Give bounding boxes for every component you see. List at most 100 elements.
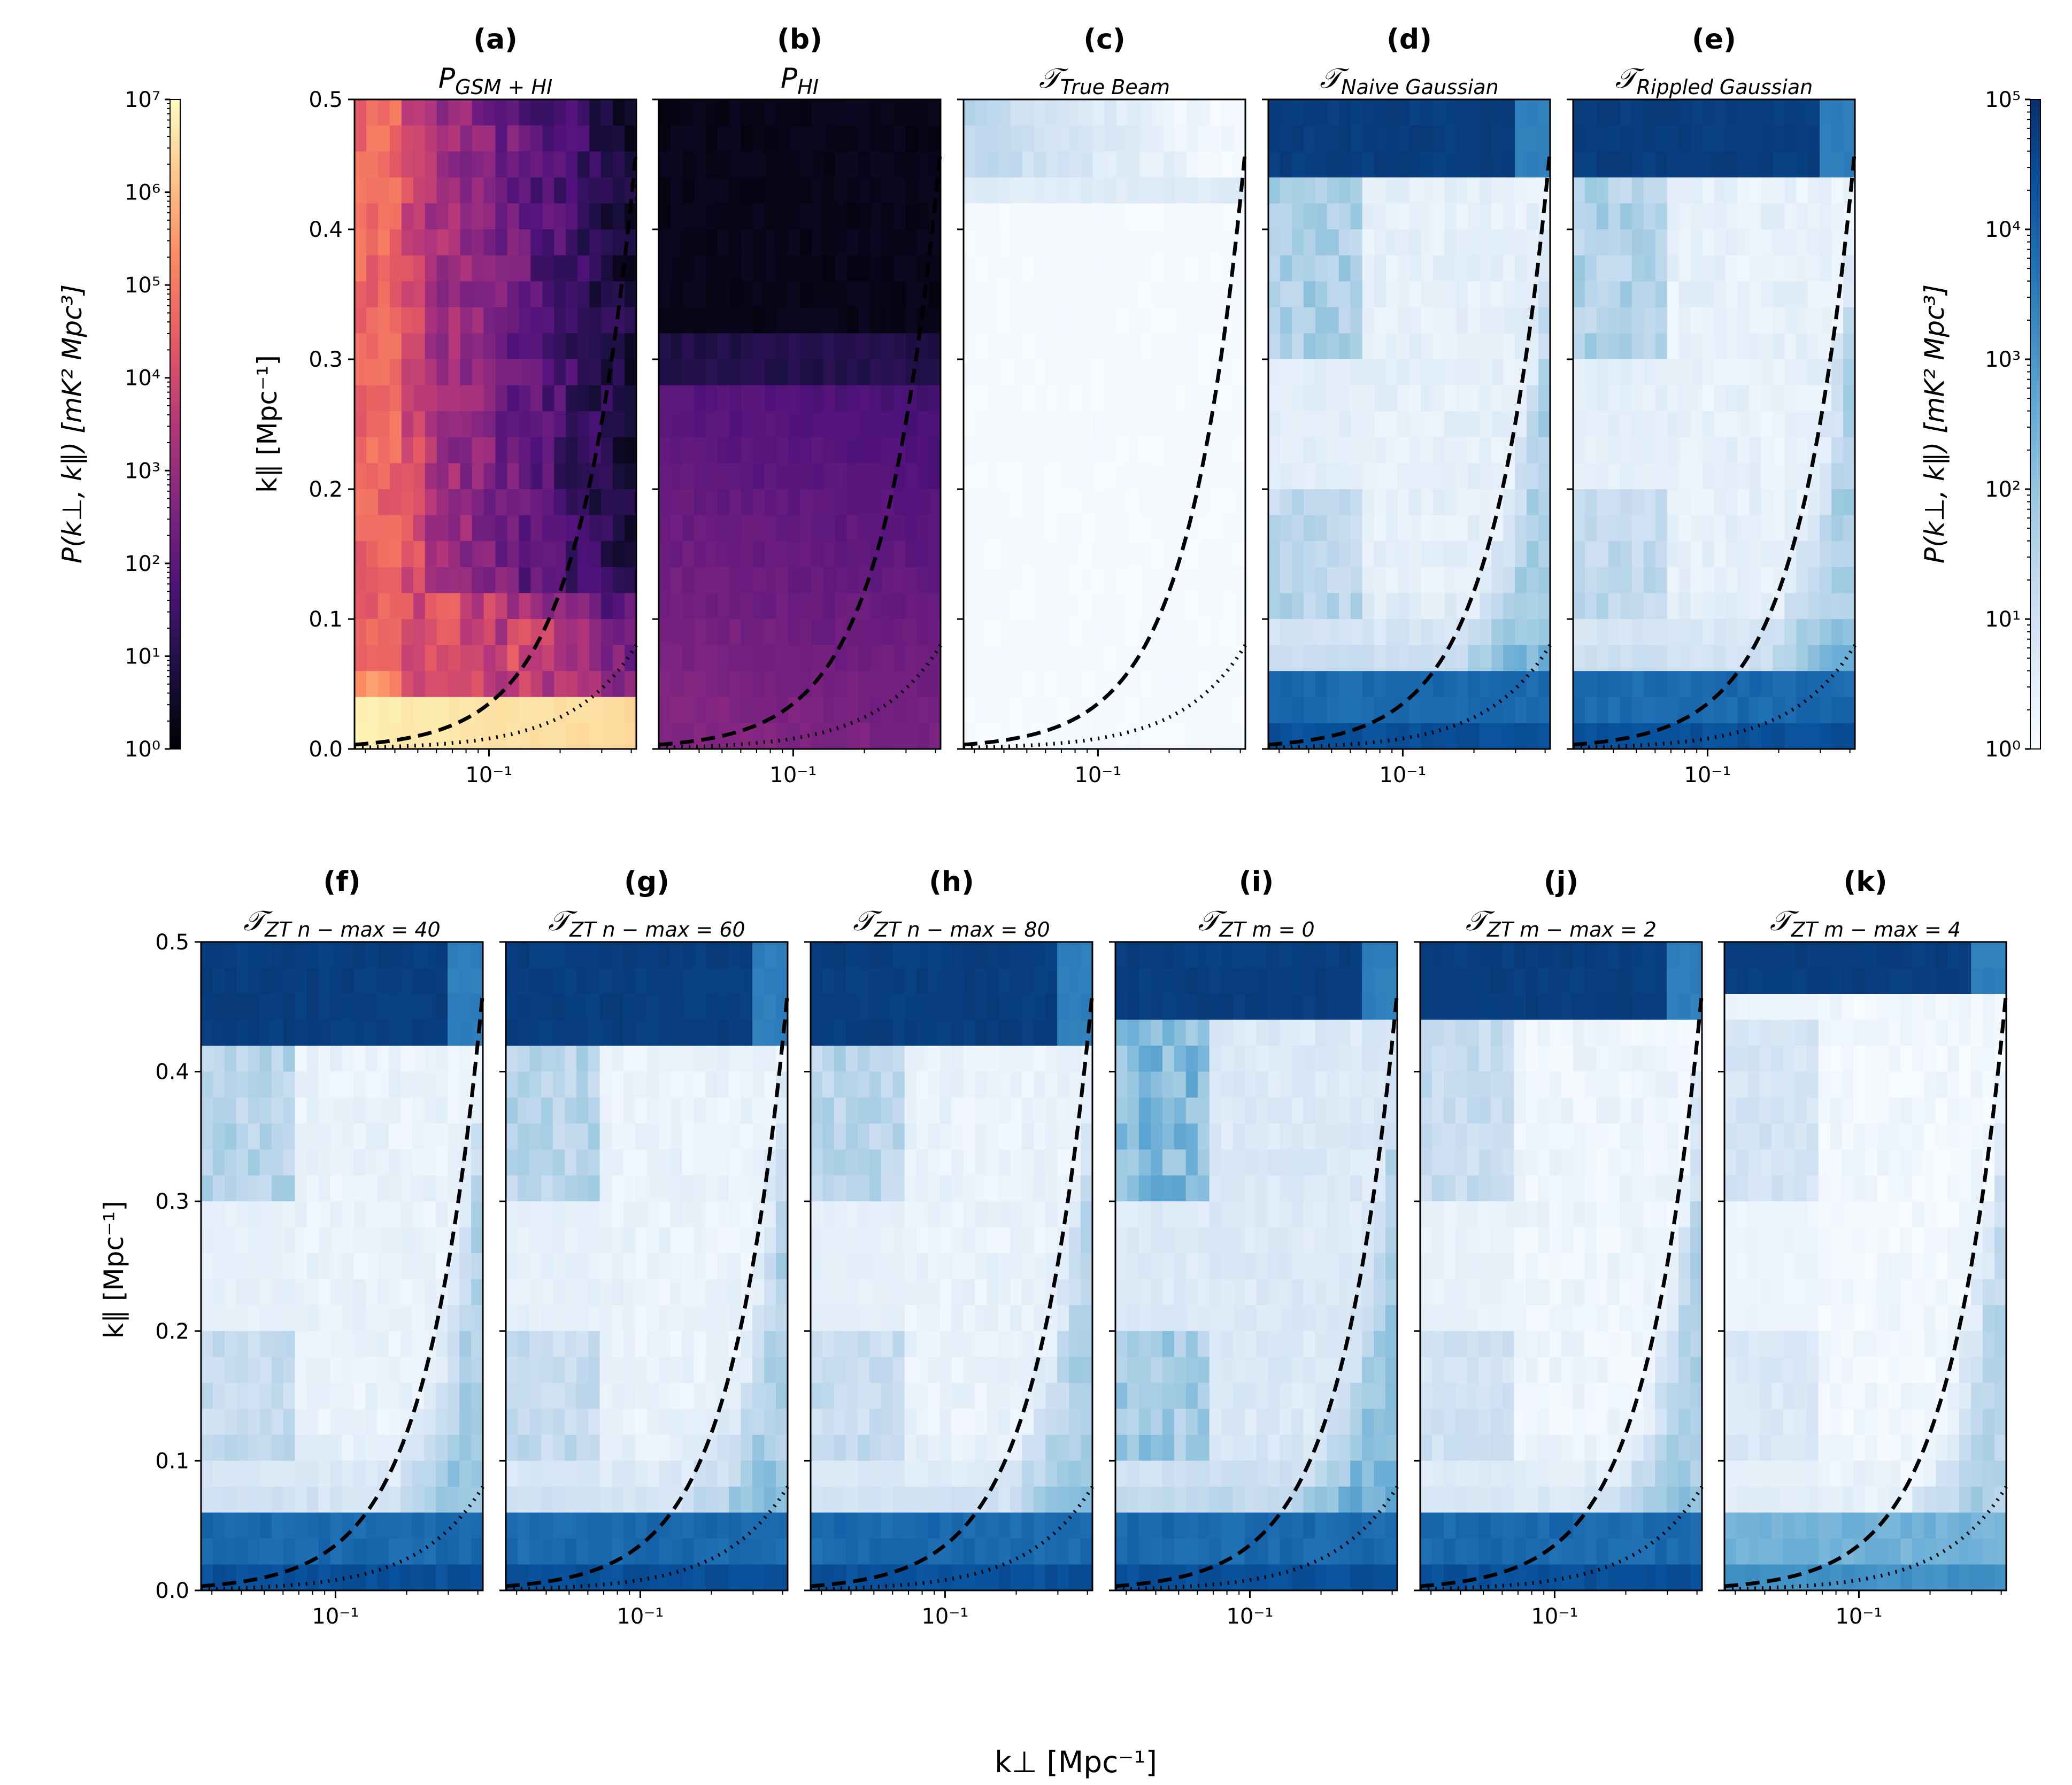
heatmap-cell: [987, 619, 999, 646]
heatmap-cell: [541, 1461, 553, 1487]
heatmap-cell: [330, 1227, 343, 1254]
heatmap-cell: [577, 385, 590, 412]
heatmap-cell: [1480, 307, 1492, 334]
heatmap-cell: [599, 1357, 612, 1384]
heatmap-cell: [964, 489, 976, 516]
heatmap-cell: [1432, 229, 1445, 256]
heatmap-cell: [1081, 229, 1093, 256]
heatmap-cell: [635, 1564, 648, 1591]
heatmap-cell: [1796, 411, 1808, 438]
heatmap-cell: [881, 1046, 893, 1072]
heatmap-cell: [659, 281, 671, 308]
heatmap-cell: [964, 567, 976, 593]
heatmap-cell: [799, 645, 812, 671]
heatmap-cell: [1069, 437, 1082, 463]
heatmap-cell: [542, 463, 554, 490]
heatmap-cell: [1631, 437, 1644, 463]
heatmap-cell: [625, 671, 637, 698]
heatmap-cell: [306, 1201, 319, 1228]
heatmap-cell: [1503, 463, 1515, 490]
heatmap-cell: [613, 359, 625, 386]
heatmap-cell: [623, 1305, 636, 1332]
heatmap-cell: [928, 1227, 941, 1254]
heatmap-cell: [776, 541, 789, 568]
heatmap-cell: [928, 1019, 941, 1046]
heatmap-cell: [1573, 385, 1585, 412]
heatmap-cell: [741, 697, 753, 723]
heatmap-cell: [729, 125, 742, 152]
heatmap-cell: [530, 697, 543, 723]
heatmap-cell: [857, 1382, 870, 1409]
heatmap-cell: [1034, 671, 1046, 698]
heatmap-cell: [1667, 229, 1680, 256]
heatmap-cell: [1385, 281, 1398, 308]
heatmap-cell: [625, 567, 637, 593]
heatmap-cell: [951, 1331, 964, 1357]
heatmap-cell: [342, 1149, 355, 1176]
heatmap-cell: [1421, 593, 1434, 620]
heatmap-cell: [306, 1434, 319, 1461]
heatmap-cell: [1397, 255, 1410, 282]
heatmap-cell: [599, 1279, 612, 1305]
colorbar-tick-label: 10³: [1985, 347, 2021, 372]
heatmap-cell: [1444, 671, 1457, 698]
heatmap-cell: [788, 489, 800, 516]
heatmap-cell: [835, 411, 847, 438]
heatmap-cell: [717, 1149, 729, 1176]
heatmap-cell: [752, 1305, 765, 1332]
heatmap-cell: [776, 1305, 788, 1332]
heatmap-cell: [963, 1019, 976, 1046]
heatmap-cell: [472, 333, 484, 360]
heatmap-cell: [1350, 619, 1363, 646]
heatmap-cell: [330, 1123, 343, 1150]
heatmap-cell: [917, 463, 929, 490]
heatmap-cell: [845, 1409, 858, 1435]
heatmap-cell: [998, 1305, 1011, 1332]
heatmap-cell: [1784, 489, 1797, 516]
heatmap-cell: [729, 411, 742, 438]
heatmap-cell: [870, 307, 882, 334]
heatmap-cell: [1163, 151, 1175, 178]
heatmap-cell: [1596, 99, 1609, 126]
heatmap-cell: [1773, 281, 1785, 308]
heatmap-cell: [366, 567, 379, 593]
heatmap-cell: [355, 125, 367, 152]
heatmap-cell: [1726, 203, 1738, 230]
heatmap-cell: [857, 1201, 870, 1228]
heatmap-cell: [541, 968, 553, 994]
heatmap-cell: [1714, 541, 1727, 568]
heatmap-cell: [1749, 99, 1761, 126]
heatmap-cell: [904, 1227, 917, 1254]
heatmap-cell: [1350, 151, 1363, 178]
heatmap-cell: [882, 541, 894, 568]
heatmap-cell: [400, 942, 413, 969]
heatmap-cell: [448, 489, 461, 516]
heatmap-cell: [659, 255, 671, 282]
heatmap-cell: [613, 411, 625, 438]
heatmap-cell: [1515, 203, 1527, 230]
heatmap-cell: [835, 489, 847, 516]
heatmap-cell: [846, 567, 859, 593]
heatmap-cell: [741, 1098, 753, 1124]
heatmap-cell: [436, 619, 449, 646]
heatmap-cell: [752, 1357, 765, 1384]
heatmap-cell: [882, 203, 894, 230]
heatmap-cell: [306, 1305, 319, 1332]
heatmap-cell: [448, 1071, 460, 1098]
heatmap-cell: [542, 411, 554, 438]
heatmap-cell: [1796, 281, 1808, 308]
heatmap-cell: [1421, 697, 1434, 723]
heatmap-cell: [1409, 593, 1422, 620]
heatmap-cell: [611, 1149, 624, 1176]
heatmap-cell: [1116, 515, 1129, 542]
heatmap-cell: [658, 1175, 671, 1202]
panel-letter: (b): [777, 24, 822, 56]
heatmap-cell: [459, 994, 472, 1021]
heatmap-cell: [1362, 307, 1375, 334]
heatmap-cell: [1303, 307, 1316, 334]
heatmap-cell: [236, 1486, 249, 1513]
heatmap-cell: [295, 968, 307, 994]
heatmap-cell: [1515, 437, 1527, 463]
heatmap-cell: [1690, 255, 1703, 282]
heatmap-cell: [1163, 203, 1175, 230]
